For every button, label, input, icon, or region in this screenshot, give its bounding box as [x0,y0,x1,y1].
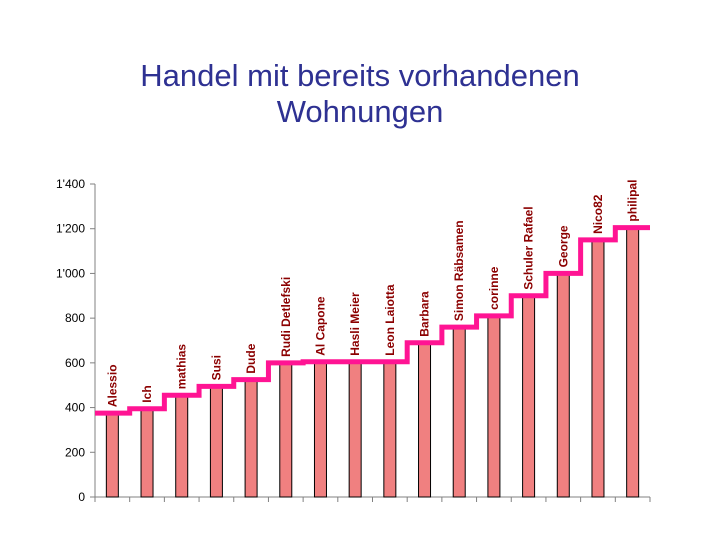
bar [140,408,154,498]
bar [418,342,432,498]
category-label: Rudi Detlefski [279,277,293,357]
category-label: Alessio [105,364,119,407]
bar [591,239,605,498]
category-label: Ich [140,385,154,402]
category-label: corinne [487,266,501,310]
bar [522,295,536,498]
category-label: philipal [626,180,640,222]
bar [487,315,501,498]
step-line [95,225,650,416]
bar [626,227,640,498]
bar [452,326,466,498]
bar [105,412,119,498]
y-tick-label: 400 [65,401,85,415]
bar [556,272,570,498]
category-label: Hasli Meier [348,292,362,356]
chart-title-line-1: Handel mit bereits vorhandenen [140,58,580,93]
category-label: George [556,225,570,267]
bar [279,362,293,498]
bar [348,361,362,498]
bar [244,379,258,498]
category-label: Al Capone [313,296,327,356]
y-tick-label: 0 [78,490,85,504]
data-labels: Alessio Ich mathias Susi Dude Rudi Detlefski A… [105,180,639,408]
y-tick-label: 1'000 [56,266,85,280]
x-axis [94,496,651,502]
category-label: Schuler Rafael [522,206,536,289]
category-label: Dude [244,343,258,373]
y-axis: 0 200 400 600 800 1'000 1'200 1'400 [56,177,96,504]
category-label: Nico82 [591,194,605,234]
bar [175,394,189,498]
y-tick-label: 200 [65,445,85,459]
category-label: Simon Räbsamen [452,220,466,321]
y-tick-label: 1'400 [56,177,85,191]
category-label: mathias [175,344,189,390]
category-label: Susi [209,355,223,380]
y-tick-label: 800 [65,311,85,325]
chart-title: Handel mit bereits vorhandenen Wohnungen [60,58,660,130]
step-line-layer [95,225,650,416]
chart-title-line-2: Wohnungen [276,94,444,129]
bar [383,361,397,498]
y-tick-label: 600 [65,356,85,370]
category-label: Barbara [418,291,432,337]
category-label: Leon Laiotta [383,284,397,356]
bar [313,361,327,498]
y-tick-label: 1'200 [56,222,85,236]
bar [209,385,223,498]
